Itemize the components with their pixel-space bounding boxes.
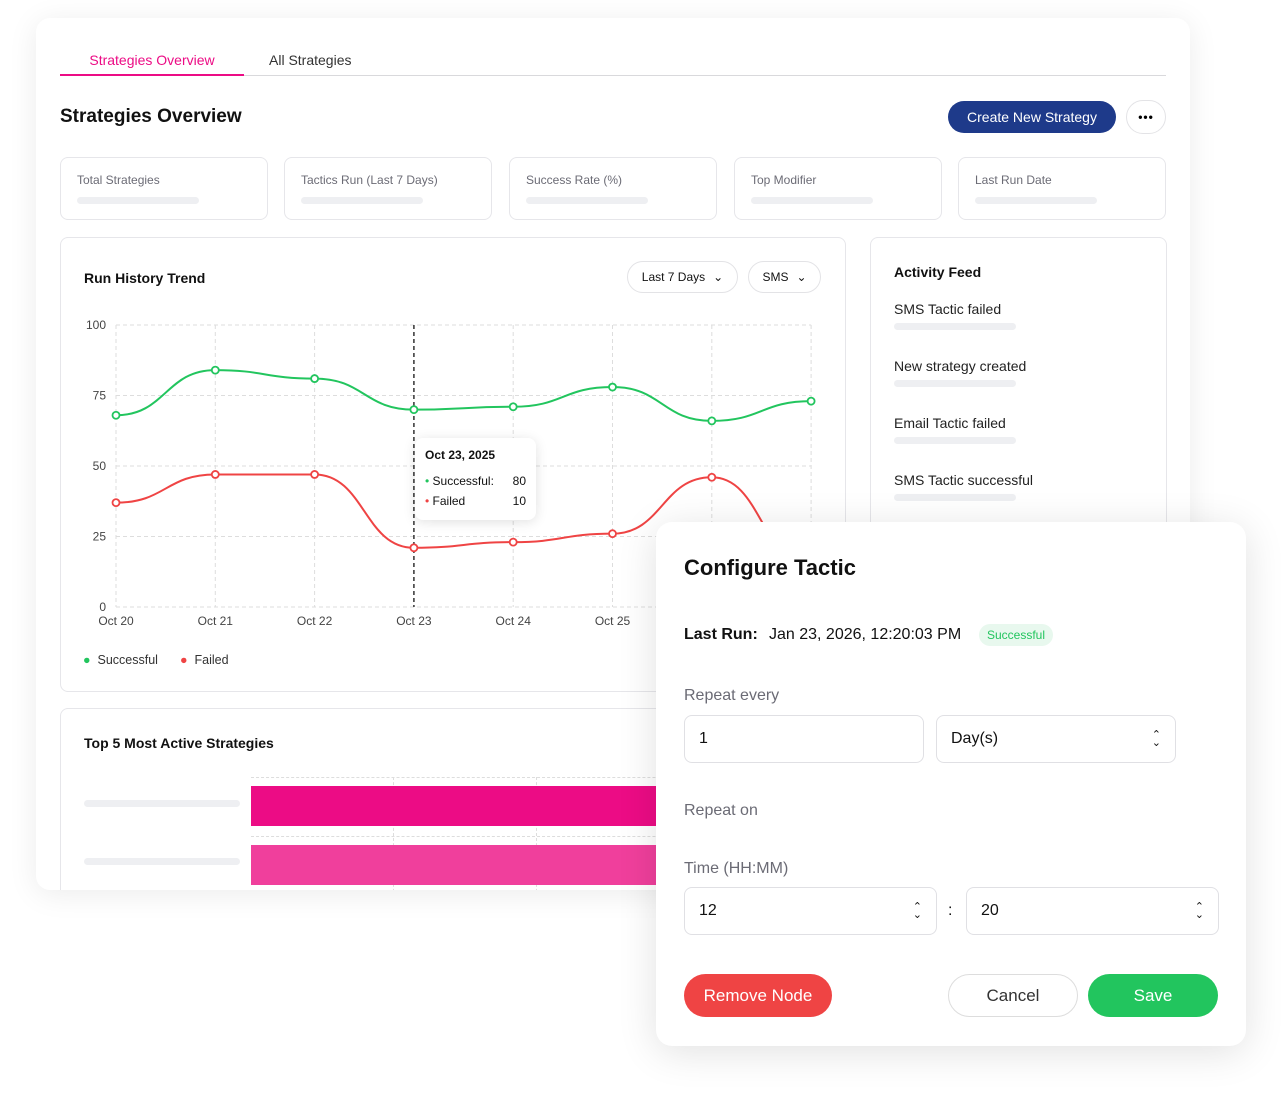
data-point-failed [608,529,617,539]
data-point-failed [707,472,717,482]
create-strategy-button[interactable]: Create New Strategy [948,101,1116,133]
range-dropdown[interactable]: Last 7 Days ⌄ [627,261,738,293]
data-point-successful [310,374,320,383]
modal-title: Configure Tactic [684,555,856,580]
y-tick-label: 75 [93,389,107,403]
page-title: Strategies Overview [60,106,242,127]
repeat-every-input[interactable]: 1 [684,715,924,763]
repeat-on-label: Repeat on [684,802,758,819]
range-value: Last 7 Days [641,270,706,284]
repeat-unit-select[interactable]: Day(s) ⌃ ⌄ [936,715,1176,763]
activity-item: SMS Tactic successful [894,472,1034,488]
time-separator: : [948,902,953,919]
stat-card-success-rate: Success Rate (%) [509,157,717,220]
top-strategies-title: Top 5 Most Active Strategies [84,735,274,751]
data-point-failed [409,543,419,553]
x-tick-label: Oct 25 [595,614,631,628]
y-tick-label: 25 [93,530,107,544]
updown-chevron-icon: ⌃ ⌄ [1194,901,1204,921]
run-history-chart: 0 25 50 75 100 Oct 20 Oct 21 Oct 22 Oct 23 Oct 24… [86,318,829,628]
y-tick-label: 100 [86,318,106,332]
x-tick-label: Oct 22 [297,614,333,628]
data-point-failed [508,537,518,547]
x-tick-label: Oct 20 [98,614,134,628]
stat-card-tactics-run: Tactics Run (Last 7 Days) [284,157,492,220]
data-point-successful [508,402,518,412]
stat-label: Last Run Date [975,173,1052,187]
y-tick-label: 50 [93,459,107,473]
data-point-successful [409,405,419,415]
stat-label: Success Rate (%) [526,173,623,187]
tab-all-strategies[interactable]: All Strategies [269,52,352,68]
data-point-failed [310,470,320,479]
updown-chevron-icon: ⌃ ⌄ [912,901,922,921]
repeat-every-label: Repeat every [684,687,780,704]
tab-bar: Strategies Overview All Strategies [60,42,1166,76]
stat-card-top-modifier: Top Modifier [734,157,942,220]
data-point-successful [707,416,717,426]
activity-item: SMS Tactic failed [894,301,1002,317]
activity-item: Email Tactic failed [894,415,1006,431]
activity-title: Activity Feed [894,264,982,280]
x-tick-label: Oct 21 [198,614,234,628]
data-point-failed [210,470,220,479]
stat-label: Top Modifier [751,173,817,187]
chart-legend: ● Successful ● Failed [83,653,229,667]
x-tick-label: Oct 23 [396,614,432,628]
chart-tooltip: Oct 23, 2025 • Successful: 80 • Failed 10 [415,438,536,520]
ellipsis-icon: ••• [1138,110,1154,124]
data-point-successful [806,396,816,406]
chevron-down-icon: ⌄ [796,270,807,284]
stat-label: Total Strategies [77,173,160,187]
channel-dropdown[interactable]: SMS ⌄ [748,261,821,293]
status-badge: Successful [979,624,1054,646]
activity-item: New strategy created [894,358,1027,374]
chevron-down-icon: ⌄ [713,270,724,284]
save-button[interactable]: Save [1088,974,1218,1017]
legend-failed: ● Failed [179,653,229,667]
more-options-button[interactable]: ••• [1126,100,1166,134]
cancel-button[interactable]: Cancel [948,974,1078,1017]
data-point-successful [210,365,220,375]
remove-node-button[interactable]: Remove Node [684,974,832,1017]
time-label: Time (HH:MM) [684,860,789,877]
data-point-successful [608,382,617,392]
last-run-label: Last Run: [684,626,758,643]
y-tick-label: 0 [99,600,106,614]
x-tick-label: Oct 24 [496,614,532,628]
data-point-successful [111,410,121,420]
stat-card-last-run: Last Run Date [958,157,1166,220]
stat-card-total: Total Strategies [60,157,268,220]
tooltip-date: Oct 23, 2025 [425,448,496,462]
configure-tactic-modal: Configure Tactic Last Run: Jan 23, 2026,… [656,522,1246,1046]
channel-value: SMS [762,270,789,284]
tab-strategies-overview[interactable]: Strategies Overview [60,52,244,76]
stat-label: Tactics Run (Last 7 Days) [301,173,438,187]
data-point-failed [111,498,121,508]
run-history-title: Run History Trend [84,270,206,286]
updown-chevron-icon: ⌃ ⌄ [1151,729,1161,749]
minute-stepper[interactable]: 20 ⌃ ⌄ [966,887,1219,935]
last-run-value: Jan 23, 2026, 12:20:03 PM [769,626,962,643]
hour-stepper[interactable]: 12 ⌃ ⌄ [684,887,937,935]
legend-successful: ● Successful [83,653,158,667]
